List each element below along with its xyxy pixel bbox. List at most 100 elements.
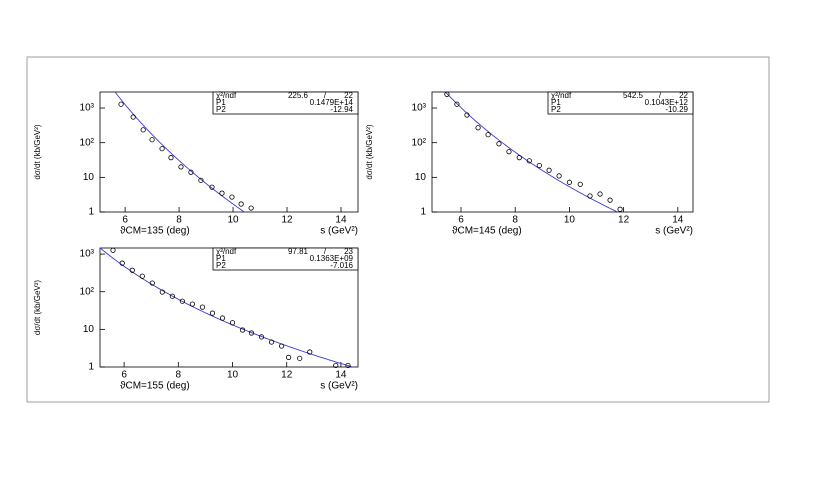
stats-p1: 0.1363E+09 [310, 254, 354, 263]
x-tick-label: 8 [176, 215, 182, 226]
data-point [536, 162, 542, 169]
data-point [556, 173, 562, 179]
stats-box [212, 247, 359, 271]
data-point [248, 330, 255, 336]
data-point [506, 149, 512, 155]
data-point [597, 191, 603, 197]
data-point [496, 141, 502, 147]
data-point [546, 167, 552, 173]
data-point [219, 190, 225, 196]
data-point [119, 260, 125, 266]
stats-ndf: 23 [344, 247, 353, 256]
x-tick-label: 12 [281, 370, 293, 381]
stats-name: χ²/ndf [216, 91, 237, 100]
data-point [149, 280, 155, 286]
data-point [248, 205, 254, 211]
data-point [199, 304, 206, 310]
data-point [475, 125, 481, 131]
x-tick-label: 10 [227, 215, 239, 226]
x-axis-title: ϑCM=145 (deg) [452, 226, 522, 237]
stats-chi2: 225.6 [288, 91, 309, 100]
x-tick-label: 14 [335, 215, 347, 226]
data-point [464, 112, 470, 118]
x-axis-unit: s (GeV²) [320, 381, 358, 392]
stats-p1: 0.1043E+12 [645, 98, 689, 107]
data-point [607, 197, 613, 203]
data-point [219, 315, 226, 321]
y-tick-label: 1 [88, 362, 94, 373]
data-point [179, 298, 185, 304]
data-point [577, 181, 583, 187]
stats-sep: / [659, 91, 662, 100]
x-tick-label: 12 [281, 215, 293, 226]
x-axis-unit: s (GeV²) [655, 226, 693, 237]
data-point [149, 137, 155, 143]
stats-name: χ²/ndf [551, 91, 572, 100]
stats-box [212, 91, 359, 115]
data-point [110, 247, 116, 253]
y-tick-label: 10² [80, 286, 95, 297]
data-point [159, 146, 165, 152]
data-point [209, 184, 215, 190]
data-point [566, 179, 573, 185]
y-tick-label: 10 [415, 172, 427, 183]
fit-curve [444, 92, 619, 212]
data-point [129, 267, 135, 273]
stats-ndf: 22 [679, 91, 688, 100]
stats-name: P2 [551, 105, 561, 114]
data-point [209, 310, 216, 316]
data-point [238, 201, 244, 207]
y-tick-label: 10² [412, 137, 427, 148]
y-axis-title: dσ/dt (kb/GeV²) [33, 280, 42, 336]
x-tick-label: 6 [458, 215, 464, 226]
data-point [159, 289, 165, 295]
stats-name: P1 [551, 98, 561, 107]
y-axis-title: dσ/dt (kb/GeV²) [365, 124, 374, 180]
data-point [268, 339, 275, 345]
stats-sep: / [324, 247, 327, 256]
data-point [333, 362, 339, 369]
y-tick-label: 10² [80, 137, 95, 148]
stats-box [547, 91, 694, 115]
panel: 6 8 10 12 14 1 10 10² 10³ ϑCM=135 (deg) s (GeV²) dσ… [33, 91, 359, 237]
x-tick-label: 12 [618, 215, 630, 226]
x-axis-unit: s (GeV²) [320, 226, 358, 237]
x-tick-label: 14 [672, 215, 684, 226]
data-point [454, 101, 460, 107]
data-point [617, 206, 623, 212]
y-tick-label: 10 [83, 172, 95, 183]
panel: 6 8 10 12 14 1 10 10² 10³ ϑCM=155 (deg) s (GeV²) dσ… [33, 247, 359, 392]
data-point [286, 354, 292, 360]
x-tick-label: 10 [564, 215, 576, 226]
data-point [258, 334, 265, 340]
data-point [188, 169, 194, 175]
data-point [278, 343, 285, 349]
x-tick-label: 8 [176, 370, 182, 381]
y-tick-label: 10 [83, 324, 95, 335]
data-point [345, 362, 351, 369]
stats-name: P1 [216, 254, 226, 263]
stats-p1: 0.1479E+14 [310, 98, 354, 107]
stats-p2: -7.016 [330, 261, 353, 270]
data-point [178, 164, 184, 170]
data-point [444, 91, 450, 97]
data-point [168, 155, 174, 161]
y-tick-label: 10³ [80, 249, 95, 260]
stats-sep: / [324, 91, 327, 100]
y-tick-label: 10³ [412, 103, 427, 114]
stats-name: P1 [216, 98, 226, 107]
data-point [239, 327, 246, 333]
data-point [189, 301, 196, 307]
panel: 6 8 10 12 14 1 10 10² 10³ ϑCM=145 (deg) s (GeV²) dσ… [365, 91, 694, 237]
x-tick-label: 8 [512, 215, 518, 226]
x-tick-label: 14 [335, 370, 347, 381]
fit-curve [114, 92, 246, 212]
data-point [118, 101, 124, 107]
x-tick-label: 6 [122, 215, 128, 226]
stats-name: χ²/ndf [216, 247, 237, 256]
data-point [526, 158, 532, 164]
y-tick-label: 1 [88, 207, 94, 218]
x-axis-title: ϑCM=135 (deg) [120, 226, 190, 237]
stats-name: P2 [216, 105, 226, 114]
